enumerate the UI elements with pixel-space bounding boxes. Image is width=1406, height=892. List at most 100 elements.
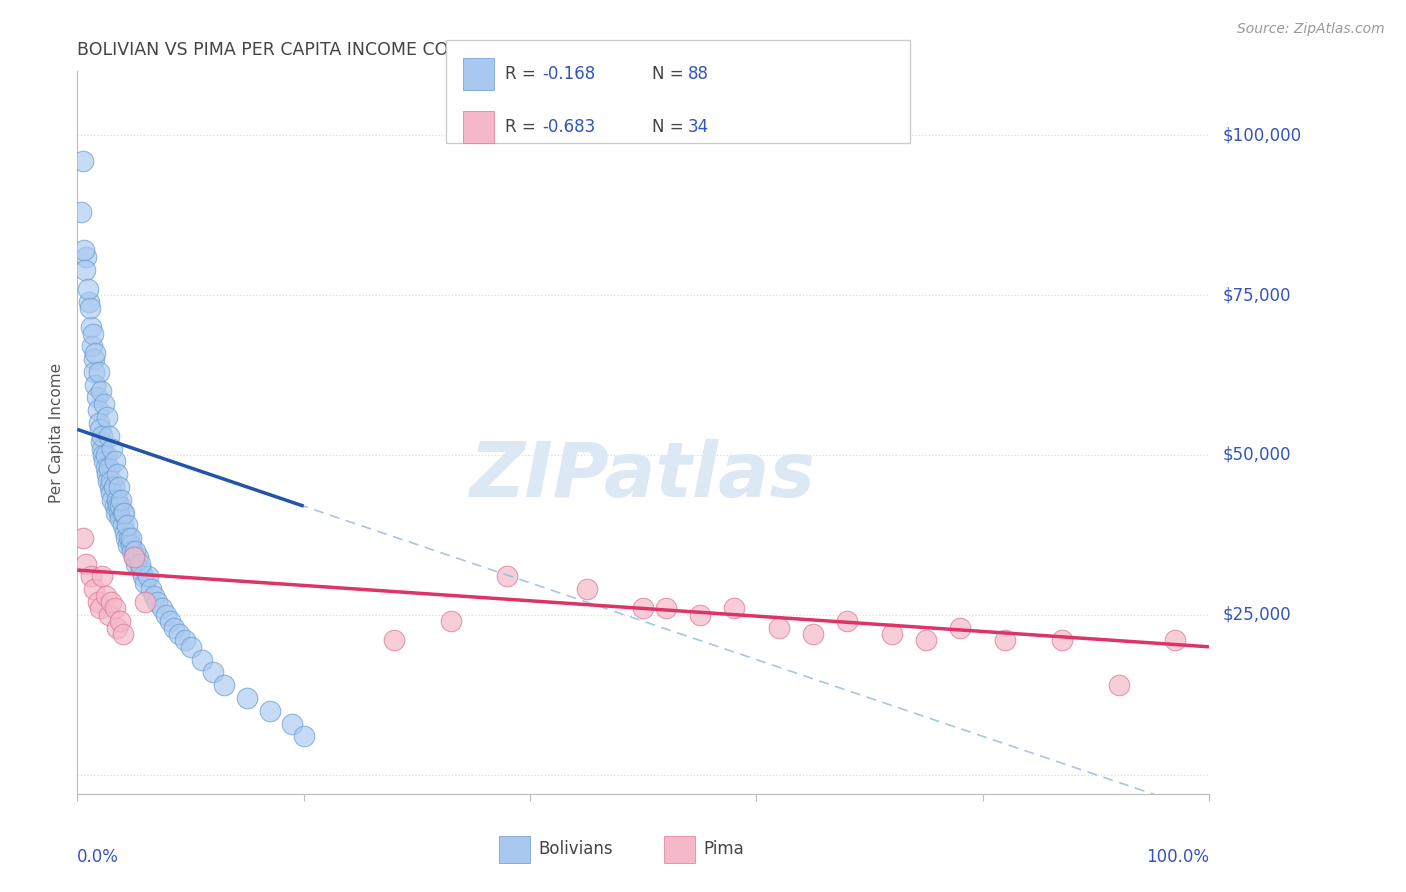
Point: [98, 607, 121, 622]
Point: [101, 442, 124, 456]
Point: [180, 640, 202, 654]
Point: [120, 531, 142, 545]
Point: [108, 506, 131, 520]
Point: [94, 589, 117, 603]
Text: $50,000: $50,000: [1223, 446, 1292, 464]
Point: [75, 250, 97, 264]
Point: [73, 244, 96, 258]
Text: Pima: Pima: [703, 840, 744, 858]
Point: [655, 601, 678, 615]
Point: [86, 391, 108, 405]
Point: [90, 384, 112, 398]
Point: [496, 569, 519, 583]
Point: [111, 627, 134, 641]
Point: [110, 492, 132, 507]
Point: [104, 499, 127, 513]
Point: [87, 365, 110, 379]
Point: [882, 627, 904, 641]
Point: [87, 416, 110, 430]
Point: [103, 480, 125, 494]
Text: $100,000: $100,000: [1223, 127, 1302, 145]
Point: [105, 621, 128, 635]
Text: -0.168: -0.168: [543, 65, 596, 83]
Point: [105, 492, 128, 507]
Point: [281, 716, 304, 731]
Text: $75,000: $75,000: [1223, 286, 1292, 304]
Point: [167, 627, 190, 641]
Point: [1108, 678, 1130, 692]
Point: [83, 582, 105, 597]
Point: [1164, 633, 1187, 648]
Point: [259, 704, 281, 718]
Point: [96, 467, 118, 482]
Point: [80, 320, 103, 334]
Point: [83, 352, 105, 367]
Point: [91, 569, 114, 583]
Point: [100, 474, 122, 488]
Point: [98, 480, 121, 494]
Point: [108, 480, 131, 494]
Point: [100, 595, 122, 609]
Point: [132, 569, 155, 583]
Point: [440, 614, 463, 628]
Point: [98, 429, 121, 443]
Point: [97, 474, 120, 488]
Point: [80, 339, 103, 353]
Point: [96, 409, 118, 424]
Point: [83, 365, 105, 379]
Point: [105, 467, 128, 482]
Point: [104, 506, 127, 520]
Point: [120, 537, 142, 551]
Point: [994, 633, 1017, 648]
Point: [98, 460, 121, 475]
Point: [915, 633, 938, 648]
Point: [150, 601, 173, 615]
Point: [143, 589, 166, 603]
Text: R =: R =: [505, 118, 541, 136]
Text: $25,000: $25,000: [1223, 606, 1292, 624]
Text: ZIPatlas: ZIPatlas: [470, 439, 817, 513]
Point: [134, 575, 156, 590]
Point: [107, 499, 129, 513]
Point: [101, 492, 124, 507]
Point: [110, 512, 132, 526]
Point: [118, 531, 141, 545]
Point: [214, 678, 236, 692]
Point: [86, 403, 108, 417]
Point: [90, 435, 112, 450]
Point: [80, 569, 103, 583]
Point: [134, 595, 156, 609]
Point: [114, 524, 136, 539]
Point: [84, 345, 107, 359]
Text: N =: N =: [652, 118, 689, 136]
Point: [801, 627, 824, 641]
Point: [93, 454, 115, 468]
Point: [633, 601, 655, 615]
Point: [1050, 633, 1073, 648]
Point: [127, 550, 149, 565]
Point: [689, 607, 711, 622]
Point: [155, 607, 177, 622]
Point: [382, 633, 405, 648]
Point: [124, 544, 146, 558]
Point: [768, 621, 790, 635]
Point: [77, 294, 100, 309]
Point: [835, 614, 858, 628]
Point: [139, 582, 162, 597]
Point: [159, 614, 181, 628]
Point: [162, 621, 184, 635]
Point: [110, 499, 132, 513]
Point: [202, 665, 225, 680]
Point: [191, 652, 214, 666]
Point: [128, 557, 150, 571]
Text: Source: ZipAtlas.com: Source: ZipAtlas.com: [1237, 22, 1385, 37]
Text: 88: 88: [688, 65, 709, 83]
Point: [111, 506, 134, 520]
Point: [115, 518, 138, 533]
Point: [575, 582, 598, 597]
Point: [94, 460, 117, 475]
Point: [104, 454, 127, 468]
Point: [86, 595, 108, 609]
Point: [91, 429, 114, 443]
Point: [89, 422, 111, 436]
